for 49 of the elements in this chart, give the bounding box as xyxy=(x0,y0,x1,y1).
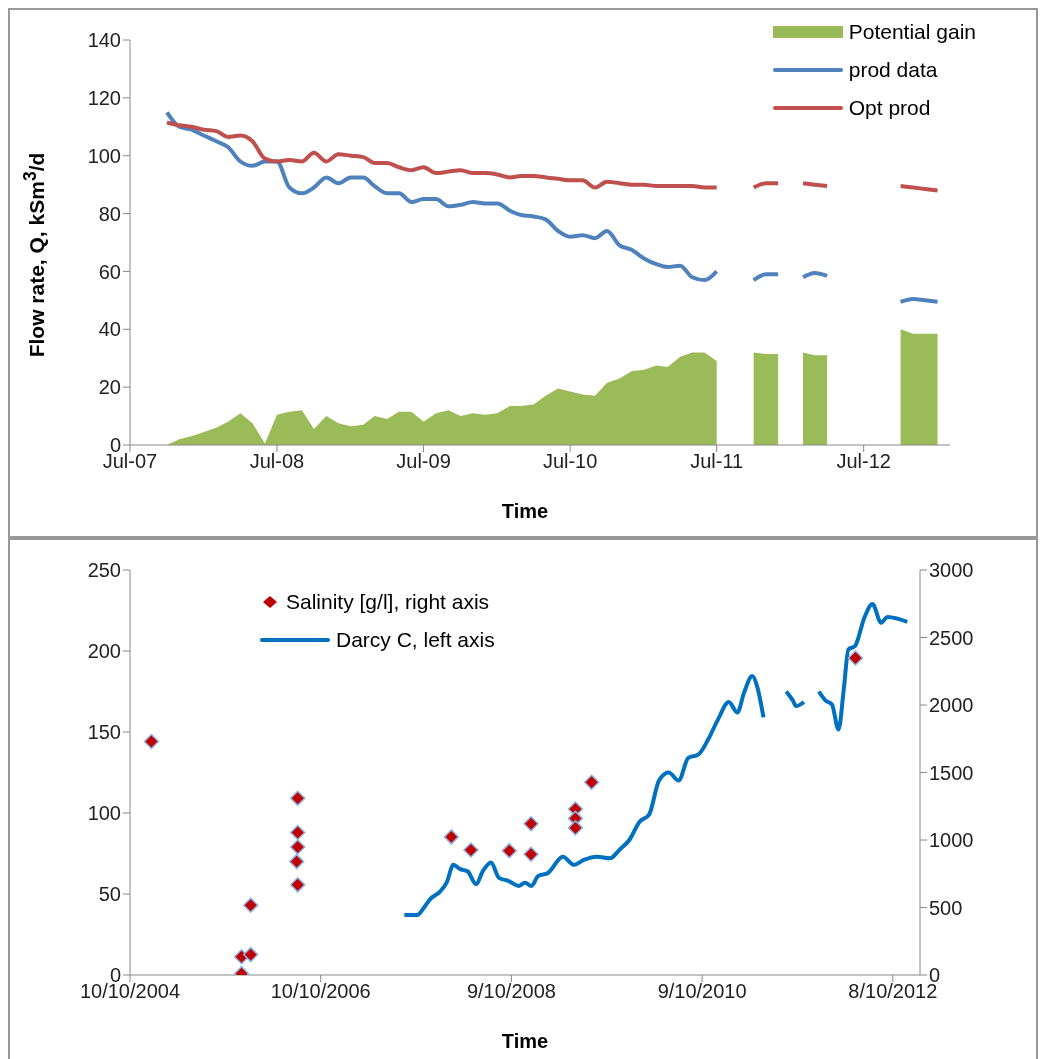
y-tick-label: 120 xyxy=(87,86,121,109)
y-tick-label: 60 xyxy=(98,260,121,283)
point xyxy=(143,733,160,750)
x-tick-label: Jul-11 xyxy=(690,450,744,473)
y-tick-label: 20 xyxy=(98,376,121,399)
x-tick-label: Jul-08 xyxy=(249,450,305,473)
point xyxy=(523,846,539,863)
y-tick-label: 40 xyxy=(98,318,121,341)
x-tick-label: 9/10/2010 xyxy=(657,980,747,1003)
x-tick-label: 10/10/2006 xyxy=(270,980,371,1003)
legend-label: Potential gain xyxy=(848,20,976,44)
point xyxy=(567,820,584,836)
y2-tick-label: 1500 xyxy=(929,761,974,784)
x-tick-label: Jul-12 xyxy=(836,450,891,473)
y-tick-label: 200 xyxy=(87,640,121,663)
legend-label: Darcy C, left axis xyxy=(336,628,495,652)
point xyxy=(289,790,306,807)
legend-label: Salinity [g/l], right axis xyxy=(286,590,490,614)
x-tick-label: Jul-09 xyxy=(396,450,451,473)
point xyxy=(443,829,460,845)
point xyxy=(523,816,539,832)
point xyxy=(288,853,305,870)
x-tick-label: 9/10/2008 xyxy=(466,980,556,1003)
point xyxy=(463,842,479,858)
point xyxy=(242,946,259,963)
point xyxy=(583,774,600,790)
point xyxy=(289,824,306,841)
y2-tick-label: 2500 xyxy=(929,626,974,649)
x-axis-title: Time xyxy=(500,500,550,523)
point xyxy=(847,650,864,666)
point xyxy=(501,842,518,859)
y-tick-label: 100 xyxy=(87,802,121,825)
y-tick-label: 150 xyxy=(87,721,121,744)
point xyxy=(289,877,306,893)
x-axis-title: Time xyxy=(500,1030,550,1053)
y2-tick-label: 1000 xyxy=(929,829,974,852)
y2-tick-label: 3000 xyxy=(929,559,974,582)
y-tick-label: 50 xyxy=(98,883,121,906)
y-tick-label: 80 xyxy=(98,202,121,225)
legend-label: prod data xyxy=(848,58,938,82)
legend-label: Opt prod xyxy=(848,96,931,120)
y2-tick-label: 2000 xyxy=(929,694,974,717)
x-tick-label: Jul-10 xyxy=(542,450,598,473)
point xyxy=(289,839,306,855)
y2-tick-label: 500 xyxy=(929,896,963,919)
y-tick-label: 100 xyxy=(87,144,121,167)
point xyxy=(242,897,259,913)
y-tick-label: 250 xyxy=(87,559,121,582)
y-tick-label: 140 xyxy=(87,29,121,52)
